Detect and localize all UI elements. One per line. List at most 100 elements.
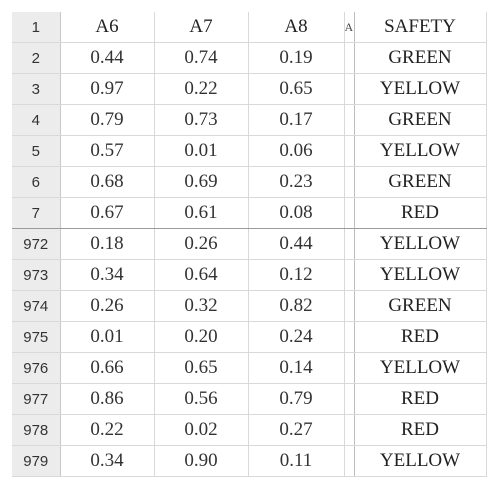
- column-header-a7[interactable]: A7: [154, 12, 249, 43]
- cell-safety[interactable]: RED: [354, 414, 487, 446]
- cell-a6[interactable]: 0.44: [60, 42, 155, 74]
- cell-truncated[interactable]: [344, 259, 355, 291]
- cell-safety[interactable]: YELLOW: [354, 352, 487, 384]
- cell-a6[interactable]: 0.79: [60, 104, 155, 136]
- cell-a8[interactable]: 0.11: [248, 445, 345, 477]
- cell-a7[interactable]: 0.64: [154, 259, 249, 291]
- cell-a7[interactable]: 0.69: [154, 166, 249, 198]
- cell-a6[interactable]: 0.68: [60, 166, 155, 198]
- cell-a8[interactable]: 0.06: [248, 135, 345, 167]
- cell-truncated[interactable]: [344, 166, 355, 198]
- cell-a7[interactable]: 0.32: [154, 290, 249, 322]
- cell-a7[interactable]: 0.65: [154, 352, 249, 384]
- row-header[interactable]: 5: [12, 135, 61, 167]
- cell-a7[interactable]: 0.90: [154, 445, 249, 477]
- row-header[interactable]: 979: [12, 445, 61, 477]
- cell-a6[interactable]: 0.34: [60, 445, 155, 477]
- row-header[interactable]: 3: [12, 73, 61, 105]
- cell-a7[interactable]: 0.74: [154, 42, 249, 74]
- cell-a6[interactable]: 0.01: [60, 321, 155, 353]
- row-header[interactable]: 4: [12, 104, 61, 136]
- row-header[interactable]: 977: [12, 383, 61, 415]
- cell-safety[interactable]: GREEN: [354, 104, 487, 136]
- cell-a8[interactable]: 0.23: [248, 166, 345, 198]
- cell-truncated[interactable]: [344, 73, 355, 105]
- cell-safety[interactable]: RED: [354, 197, 487, 229]
- cell-a7[interactable]: 0.26: [154, 228, 249, 260]
- cell-truncated[interactable]: [344, 321, 355, 353]
- cell-truncated[interactable]: [344, 197, 355, 229]
- cell-a8[interactable]: 0.08: [248, 197, 345, 229]
- cell-a8[interactable]: 0.17: [248, 104, 345, 136]
- cell-a6[interactable]: 0.18: [60, 228, 155, 260]
- cell-truncated[interactable]: [344, 383, 355, 415]
- row-header[interactable]: 975: [12, 321, 61, 353]
- table-row: 7 0.67 0.61 0.08 RED: [12, 197, 487, 229]
- cell-a6[interactable]: 0.67: [60, 197, 155, 229]
- cell-a7[interactable]: 0.61: [154, 197, 249, 229]
- cell-a6[interactable]: 0.22: [60, 414, 155, 446]
- cell-a6[interactable]: 0.86: [60, 383, 155, 415]
- cell-a8[interactable]: 0.79: [248, 383, 345, 415]
- cell-a7[interactable]: 0.73: [154, 104, 249, 136]
- cell-truncated[interactable]: [344, 42, 355, 74]
- cell-a7[interactable]: 0.01: [154, 135, 249, 167]
- cell-a8[interactable]: 0.27: [248, 414, 345, 446]
- table-row: 6 0.68 0.69 0.23 GREEN: [12, 166, 487, 198]
- cell-a7[interactable]: 0.56: [154, 383, 249, 415]
- table-row: 974 0.26 0.32 0.82 GREEN: [12, 290, 487, 322]
- row-header[interactable]: 1: [12, 12, 61, 43]
- table-row: 979 0.34 0.90 0.11 YELLOW: [12, 445, 487, 477]
- row-header[interactable]: 976: [12, 352, 61, 384]
- cell-safety[interactable]: YELLOW: [354, 259, 487, 291]
- cell-a7[interactable]: 0.02: [154, 414, 249, 446]
- cell-truncated[interactable]: [344, 104, 355, 136]
- cell-safety[interactable]: YELLOW: [354, 228, 487, 260]
- column-header-a6[interactable]: A6: [60, 12, 155, 43]
- cell-a6[interactable]: 0.97: [60, 73, 155, 105]
- column-header-truncated[interactable]: A: [344, 12, 355, 43]
- cell-safety[interactable]: YELLOW: [354, 445, 487, 477]
- cell-truncated[interactable]: [344, 414, 355, 446]
- cell-safety[interactable]: YELLOW: [354, 135, 487, 167]
- cell-a7[interactable]: 0.20: [154, 321, 249, 353]
- row-header[interactable]: 973: [12, 259, 61, 291]
- cell-safety[interactable]: YELLOW: [354, 73, 487, 105]
- cell-a6[interactable]: 0.26: [60, 290, 155, 322]
- cell-a8[interactable]: 0.19: [248, 42, 345, 74]
- column-header-safety[interactable]: SAFETY: [354, 12, 487, 43]
- cell-safety[interactable]: RED: [354, 383, 487, 415]
- table-row: 976 0.66 0.65 0.14 YELLOW: [12, 352, 487, 384]
- cell-safety[interactable]: GREEN: [354, 166, 487, 198]
- cell-a6[interactable]: 0.66: [60, 352, 155, 384]
- cell-a8[interactable]: 0.12: [248, 259, 345, 291]
- cell-truncated[interactable]: [344, 228, 355, 260]
- cell-a8[interactable]: 0.82: [248, 290, 345, 322]
- row-header[interactable]: 7: [12, 197, 61, 229]
- table-row: 2 0.44 0.74 0.19 GREEN: [12, 42, 487, 74]
- table-row: 975 0.01 0.20 0.24 RED: [12, 321, 487, 353]
- table-row: 977 0.86 0.56 0.79 RED: [12, 383, 487, 415]
- cell-a8[interactable]: 0.14: [248, 352, 345, 384]
- cell-truncated[interactable]: [344, 352, 355, 384]
- cell-a8[interactable]: 0.44: [248, 228, 345, 260]
- cell-truncated[interactable]: [344, 445, 355, 477]
- cell-safety[interactable]: GREEN: [354, 42, 487, 74]
- row-header[interactable]: 2: [12, 42, 61, 74]
- cell-safety[interactable]: RED: [354, 321, 487, 353]
- cell-a8[interactable]: 0.65: [248, 73, 345, 105]
- cell-truncated[interactable]: [344, 290, 355, 322]
- cell-a8[interactable]: 0.24: [248, 321, 345, 353]
- table-row: 972 0.18 0.26 0.44 YELLOW: [12, 228, 487, 260]
- row-header[interactable]: 978: [12, 414, 61, 446]
- spreadsheet-grid: 1 A6 A7 A8 A SAFETY 2 0.44 0.74 0.19 GREEN 3 0…: [12, 12, 487, 477]
- cell-a6[interactable]: 0.57: [60, 135, 155, 167]
- row-header[interactable]: 6: [12, 166, 61, 198]
- cell-truncated[interactable]: [344, 135, 355, 167]
- row-header[interactable]: 974: [12, 290, 61, 322]
- cell-a7[interactable]: 0.22: [154, 73, 249, 105]
- column-header-a8[interactable]: A8: [248, 12, 345, 43]
- cell-a6[interactable]: 0.34: [60, 259, 155, 291]
- cell-safety[interactable]: GREEN: [354, 290, 487, 322]
- row-header[interactable]: 972: [12, 228, 61, 260]
